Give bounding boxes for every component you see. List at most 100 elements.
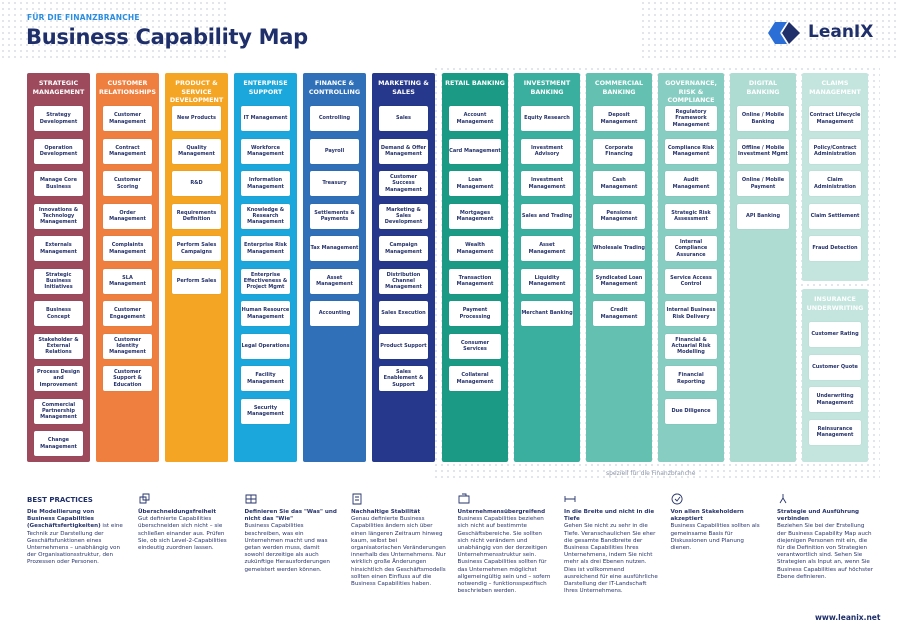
capability: Customer Success Management	[379, 171, 428, 196]
capability: Compliance Risk Management	[665, 138, 717, 164]
capability-column	[658, 73, 724, 462]
capability: Wealth Management	[449, 236, 501, 261]
column-title: RETAIL BANKING	[445, 79, 505, 87]
capability: Transaction Management	[449, 268, 501, 294]
bp-heading: BEST PRACTICES	[27, 496, 93, 504]
kicker: FÜR DIE FINANZBRANCHE	[27, 13, 140, 22]
capability: Merchant Banking	[521, 301, 573, 326]
tip-icon	[352, 493, 362, 505]
capability-column	[514, 73, 580, 462]
tip-text: Genau definierte Business Capabilities ä…	[351, 516, 446, 588]
tip: Strategie und Ausführung verbinden Bezieh…	[777, 509, 873, 581]
capability-column	[234, 73, 297, 462]
tip-icon	[245, 494, 256, 504]
capability: Deposit Management	[593, 106, 645, 131]
capability: Security Management	[241, 398, 290, 424]
capability: Customer Engagement	[103, 301, 152, 326]
capability: Customer Support & Education	[103, 366, 152, 391]
capability: Marketing & Sales Development	[379, 203, 428, 229]
capability: Wholesale Trading	[593, 236, 645, 261]
tip-title: Strategie und Ausführung verbinden	[777, 509, 860, 523]
capability-column	[730, 73, 796, 462]
capability: Knowledge & Research Management	[241, 203, 290, 229]
capability: Offline / Mobile Investment Mgmt	[737, 138, 789, 164]
capability: Customer Scoring	[103, 171, 152, 196]
capability: Contract Management	[103, 138, 152, 164]
capability: Sales and Trading	[521, 203, 573, 229]
column-title: PRODUCT & SERVICE DEVELOPMENT	[169, 79, 224, 104]
capability: Sales Execution	[379, 301, 428, 326]
logo-text: LeanIX	[808, 22, 874, 42]
column-title: INSURANCE UNDERWRITING	[806, 295, 864, 312]
capability: Internal Compliance Assurance	[665, 236, 717, 261]
capability: Settlements & Payments	[310, 203, 359, 229]
capability: Order Management	[103, 203, 152, 229]
capability: Customer Rating	[809, 322, 861, 347]
capability: Facility Management	[241, 366, 290, 391]
capability: Product Support	[379, 333, 428, 359]
capability: Mortgages Management	[449, 203, 501, 229]
capability: Claim Settlement	[809, 203, 861, 229]
capability: Operation Development	[34, 138, 83, 164]
capability: Requirements Definition	[172, 203, 221, 229]
column-title: DIGITAL BANKING	[746, 79, 780, 96]
capability: Reinsurance Management	[809, 419, 861, 445]
page-title: Business Capability Map	[26, 25, 308, 49]
bp-intro: Die Modellierung von Business Capabiliti…	[27, 509, 123, 567]
capability: Human Resource Management	[241, 301, 290, 326]
capability: Asset Management	[310, 268, 359, 294]
capability: Loan Management	[449, 171, 501, 196]
capability: Quality Management	[172, 138, 221, 164]
capability: Liquidity Management	[521, 268, 573, 294]
intro-text: ist eine Technik zur Darstellung der Ges…	[27, 523, 123, 566]
capability: Workforce Management	[241, 138, 290, 164]
column-title: COMMERCIAL BANKING	[594, 79, 644, 96]
capability: Online / Mobile Payment	[737, 171, 789, 196]
capability: Commercial Partnership Management	[34, 398, 83, 424]
capability: Customer Quote	[809, 354, 861, 380]
column-title: FINANCE & CONTROLLING	[308, 79, 361, 96]
capability: Regulatory Framework Management	[665, 106, 717, 131]
capability-column	[442, 73, 508, 462]
dot-pattern	[0, 0, 230, 60]
capability: API Banking	[737, 203, 789, 229]
capability: Controlling	[310, 106, 359, 131]
capability: Change Management	[34, 431, 83, 456]
tip: Definieren Sie das "Was" und nicht das "…	[245, 509, 341, 574]
tip: Unternehmensübergreifend Business Capabil…	[458, 509, 554, 595]
tip: Überschneidungsfreiheit Gut definierte Ca…	[138, 509, 234, 552]
tip: In die Breite und nicht in die Tiefe Gehe…	[564, 509, 660, 595]
capability: Tax Management	[310, 236, 359, 261]
capability: Payment Processing	[449, 301, 501, 326]
capability: Strategic Risk Assessment	[665, 203, 717, 229]
capability: Distribution Channel Management	[379, 268, 428, 294]
note: speziell für die Finanzbranche	[606, 470, 696, 477]
tip-title: Nachhaltige Stabilität	[351, 509, 421, 515]
capability: Stakeholder & External Relations	[34, 333, 83, 359]
capability-column	[27, 73, 90, 462]
capability: Financial Reporting	[665, 366, 717, 391]
tip-icon	[564, 496, 576, 502]
capability: R&D	[172, 171, 221, 196]
column-title: MARKETING & SALES	[378, 79, 429, 96]
tip-text: Beziehen Sie bei der Erstellung der Busi…	[777, 523, 874, 580]
tip-title: Überschneidungsfreiheit	[138, 509, 216, 515]
capability: Corporate Financing	[593, 138, 645, 164]
capability-column	[165, 73, 228, 462]
capability: Enterprise Risk Management	[241, 236, 290, 261]
capability: Process Design and Improvement	[34, 366, 83, 391]
column-title: CLAIMS MANAGEMENT	[809, 79, 861, 96]
capability: Online / Mobile Banking	[737, 106, 789, 131]
capability: Claim Administration	[809, 171, 861, 196]
tip-text: Gut definierte Capabilities überschneide…	[138, 516, 227, 552]
capability: Contract Lifecycle Management	[809, 106, 861, 131]
tip: Nachhaltige Stabilität Genau definierte B…	[351, 509, 447, 588]
logo-icon	[768, 22, 800, 44]
capability: Sales	[379, 106, 428, 131]
capability: Policy/Contract Administration	[809, 138, 861, 164]
capability: Account Management	[449, 106, 501, 131]
capability: Innovations & Technology Management	[34, 203, 83, 229]
tip-title: Von allen Stakeholdern akzeptiert	[670, 509, 744, 523]
capability: Customer Identity Management	[103, 333, 152, 359]
capability: Treasury	[310, 171, 359, 196]
